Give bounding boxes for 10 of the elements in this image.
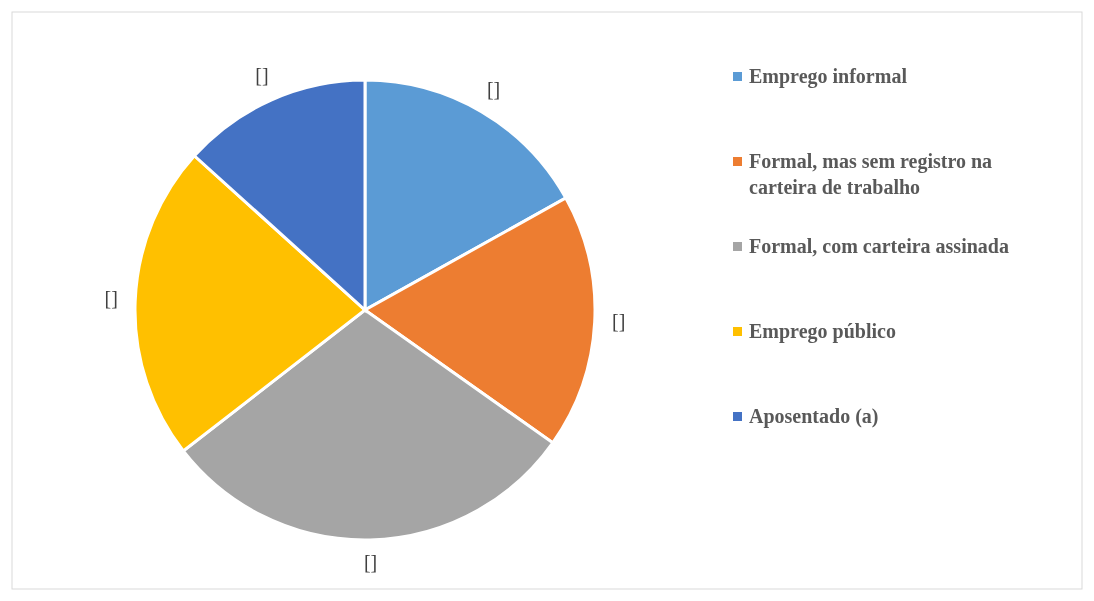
legend-label: Emprego informal	[749, 64, 908, 88]
data-label: []	[104, 287, 118, 310]
data-label: []	[255, 64, 269, 87]
data-label: []	[363, 550, 378, 573]
legend-label: Formal, com carteira assinada	[749, 234, 1009, 257]
data-label: []	[611, 310, 626, 333]
legend-label: Aposentado (a)	[749, 404, 879, 428]
data-label: []	[486, 77, 501, 100]
legend-label: Emprego público	[749, 319, 896, 343]
legend-label: Formal, mas sem registro na carteira de trabalho	[749, 149, 993, 198]
